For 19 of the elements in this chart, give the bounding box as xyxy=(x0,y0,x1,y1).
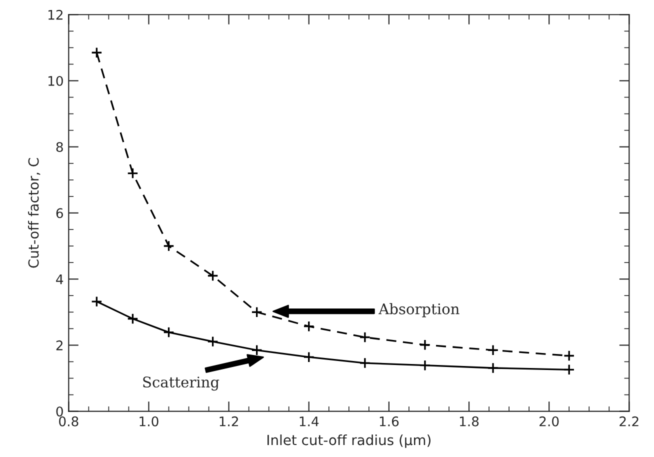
x-axis-title: Inlet cut-off radius (μm) xyxy=(267,434,430,448)
y-tick-label: 8 xyxy=(56,142,63,152)
x-tick-label: 2.2 xyxy=(620,416,638,426)
y-axis-title: Cut-off factor, C xyxy=(28,158,40,268)
y-tick-label: 0 xyxy=(56,406,63,416)
x-tick-label: 1.4 xyxy=(300,416,319,426)
x-tick-label: 1.6 xyxy=(380,416,399,426)
x-tick-label: 1.2 xyxy=(220,416,238,426)
y-tick-label: 12 xyxy=(48,10,62,20)
y-tick-label: 4 xyxy=(56,274,64,284)
x-tick-label: 0.8 xyxy=(59,416,78,426)
annotation: Scattering xyxy=(143,376,220,391)
x-tick-label: 1.0 xyxy=(140,416,158,426)
x-tick-label: 2.0 xyxy=(540,416,559,426)
y-tick-label: 6 xyxy=(56,208,63,218)
x-tick-label: 1.8 xyxy=(460,416,479,426)
y-tick-label: 2 xyxy=(56,340,62,350)
y-tick-label: 10 xyxy=(48,76,63,86)
annotation: Absorption xyxy=(378,303,460,318)
